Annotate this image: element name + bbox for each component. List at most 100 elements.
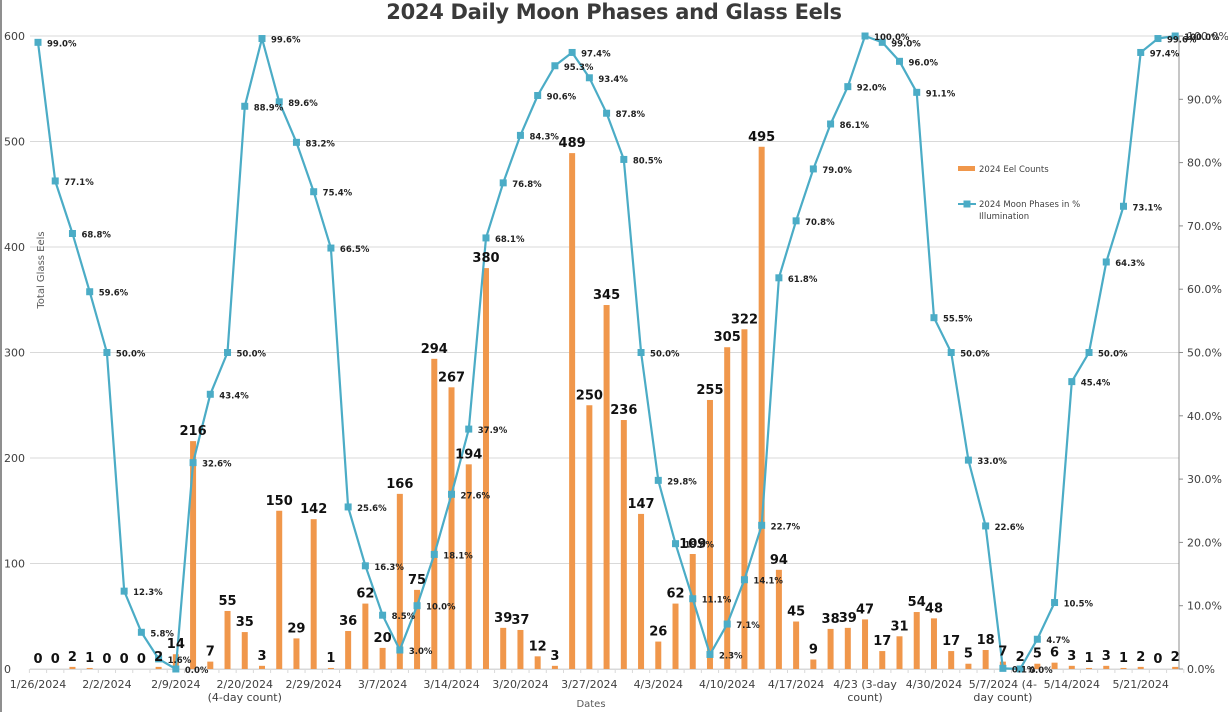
moon-data-label: 37.9% xyxy=(478,426,508,436)
moon-phase-marker xyxy=(448,490,456,498)
eel-count-bar xyxy=(86,667,93,669)
chart-title: 2024 Daily Moon Phases and Glass Eels xyxy=(386,0,842,24)
y2-tick-label: 90.0% xyxy=(1187,93,1222,106)
eel-count-bar xyxy=(638,513,645,669)
bar-data-label: 9 xyxy=(809,643,818,658)
bar-data-label: 305 xyxy=(714,330,741,345)
moon-data-label: 14.1% xyxy=(753,577,783,587)
moon-data-label: 2.3% xyxy=(719,651,743,661)
moon-data-label: 66.5% xyxy=(340,245,370,255)
y-tick-label: 500 xyxy=(4,136,25,149)
moon-phase-marker xyxy=(1154,35,1162,43)
moon-phase-marker xyxy=(1016,665,1024,673)
x-tick-label: 5/14/2024 xyxy=(1044,678,1100,691)
eel-count-bar xyxy=(913,612,920,669)
moon-phase-marker xyxy=(1068,378,1076,386)
moon-phase-marker xyxy=(999,664,1007,672)
moon-phase-marker xyxy=(482,234,490,242)
eel-count-bar xyxy=(207,661,214,669)
moon-phase-marker xyxy=(637,349,645,356)
moon-data-label: 68.1% xyxy=(495,235,525,245)
eel-count-bar xyxy=(1120,667,1127,669)
y-axis-title: Total Glass Eels xyxy=(36,231,47,309)
eel-count-bar xyxy=(1137,666,1144,669)
bar-data-label: 150 xyxy=(266,494,293,509)
moon-phase-marker xyxy=(1119,202,1127,210)
y-tick-label: 300 xyxy=(4,347,25,360)
bar-data-label: 12 xyxy=(529,639,547,654)
eel-count-bar xyxy=(293,638,300,669)
eel-count-bar xyxy=(620,420,627,669)
eel-count-bar xyxy=(1034,663,1041,669)
moon-phase-marker xyxy=(379,611,387,619)
eel-count-bar xyxy=(431,358,438,669)
moon-phase-marker xyxy=(620,155,628,163)
moon-phase-marker xyxy=(499,179,507,187)
moon-phase-marker xyxy=(568,48,576,56)
x-tick-label: 2/9/2024 xyxy=(151,678,200,691)
moon-phase-marker xyxy=(430,550,438,558)
eel-count-bar xyxy=(396,493,403,669)
moon-data-label: 70.8% xyxy=(805,218,835,228)
moon-phase-marker xyxy=(775,274,783,282)
moon-data-label: 4.7% xyxy=(1046,636,1070,646)
moon-data-label: 50.0% xyxy=(960,350,990,360)
x-tick-label: 3/7/2024 xyxy=(358,678,407,691)
moon-phase-marker xyxy=(413,602,421,610)
bar-data-label: 2 xyxy=(68,650,77,665)
eel-count-bar xyxy=(948,651,955,669)
x-tick-label: 3/14/2024 xyxy=(423,678,479,691)
moon-phase-marker xyxy=(1171,32,1179,40)
moon-phase-marker xyxy=(103,349,111,356)
moon-phase-marker xyxy=(585,74,593,82)
x-tick-label: 4/30/2024 xyxy=(906,678,962,691)
eel-count-bar xyxy=(1051,662,1058,669)
bar-data-label: 37 xyxy=(511,613,529,628)
moon-data-label: 88.9% xyxy=(254,103,284,113)
moon-phase-marker xyxy=(137,628,145,636)
eel-count-bar xyxy=(276,510,283,669)
eel-count-bar xyxy=(603,305,610,669)
moon-data-label: 99.0% xyxy=(47,39,77,49)
moon-phase-marker xyxy=(1102,258,1110,266)
bar-data-label: 147 xyxy=(627,497,654,512)
eel-count-bar xyxy=(655,641,662,669)
moon-phase-marker xyxy=(706,650,714,658)
eel-count-bar xyxy=(190,441,197,669)
moon-data-label: 32.6% xyxy=(202,460,232,470)
bar-data-label: 489 xyxy=(559,136,586,151)
moon-data-label: 50.0% xyxy=(237,350,267,360)
bar-data-label: 7 xyxy=(206,645,215,660)
moon-phase-marker xyxy=(1085,349,1093,356)
x-tick-label: 3/27/2024 xyxy=(561,678,617,691)
moon-data-label: 95.3% xyxy=(564,63,594,73)
moon-phase-marker xyxy=(68,229,76,237)
moon-data-label: 11.1% xyxy=(702,596,732,606)
y-tick-label: 200 xyxy=(4,452,25,465)
x-tick-label: 4/17/2024 xyxy=(768,678,824,691)
x-tick-label: 4/3/2024 xyxy=(634,678,683,691)
x-tick-label: 2/20/2024 xyxy=(217,678,273,691)
moon-data-label: 86.1% xyxy=(840,121,870,131)
eel-count-bar xyxy=(672,603,679,669)
bar-data-label: 17 xyxy=(942,634,960,649)
moon-phase-marker xyxy=(206,390,214,398)
moon-phase-marker xyxy=(551,62,559,70)
moon-data-label: 10.5% xyxy=(1064,600,1094,610)
moon-phase-marker xyxy=(534,92,542,100)
bar-data-label: 35 xyxy=(236,615,254,630)
moon-data-label: 0.0% xyxy=(185,666,209,676)
moon-phase-marker xyxy=(603,109,611,117)
moon-phase-marker xyxy=(723,620,731,628)
moon-data-label: 43.4% xyxy=(219,391,249,401)
legend-marker-swatch xyxy=(963,200,971,208)
eel-count-bar xyxy=(1172,666,1179,669)
moon-data-label: 33.0% xyxy=(977,457,1007,467)
y-tick-label: 0 xyxy=(4,663,11,676)
moon-phase-marker xyxy=(792,217,800,225)
bar-data-label: 1 xyxy=(326,651,335,666)
moon-phase-marker xyxy=(51,177,59,185)
y-tick-label: 100 xyxy=(4,558,25,571)
